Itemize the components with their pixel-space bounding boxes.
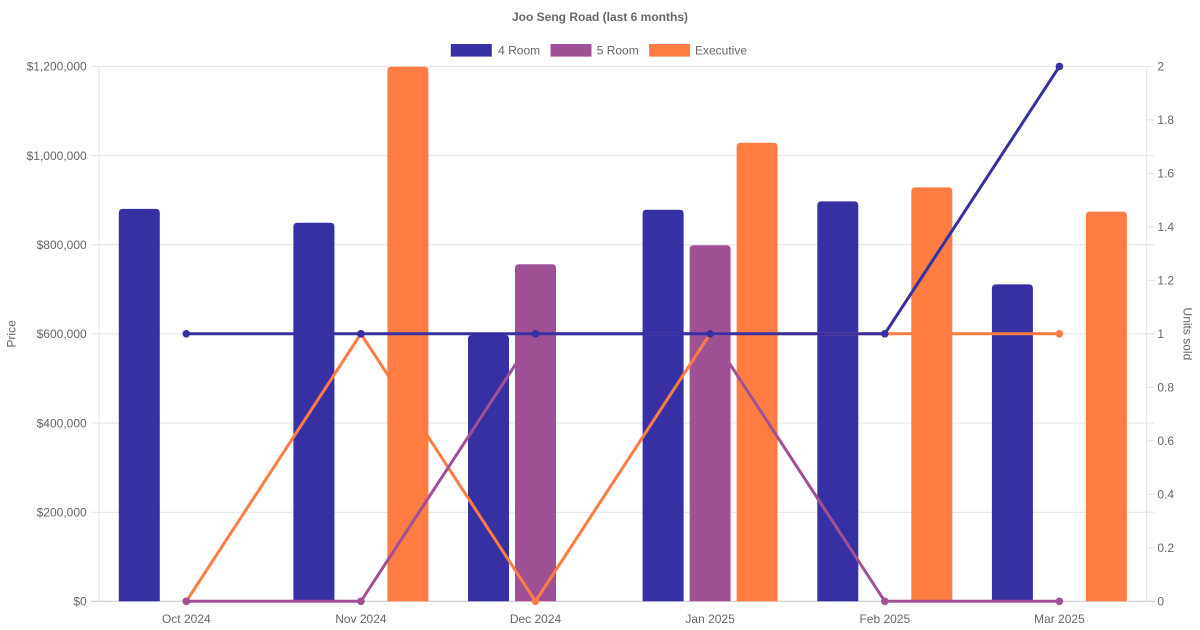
svg-text:Feb 2025: Feb 2025	[859, 612, 910, 626]
svg-text:1.2: 1.2	[1157, 274, 1174, 288]
svg-text:Jan 2025: Jan 2025	[685, 612, 735, 626]
svg-text:1.8: 1.8	[1157, 113, 1174, 127]
svg-text:0.2: 0.2	[1157, 541, 1174, 555]
svg-text:2: 2	[1157, 60, 1164, 74]
svg-text:Oct 2024: Oct 2024	[162, 612, 211, 626]
svg-text:0.6: 0.6	[1157, 434, 1174, 448]
svg-text:1.6: 1.6	[1157, 167, 1174, 181]
svg-text:Executive: Executive	[695, 44, 747, 58]
svg-text:0.4: 0.4	[1157, 488, 1174, 502]
svg-text:Joo Seng Road (last 6 months): Joo Seng Road (last 6 months)	[512, 10, 688, 24]
svg-text:1: 1	[1157, 327, 1164, 341]
svg-text:Dec 2024: Dec 2024	[510, 612, 562, 626]
svg-text:Mar 2025: Mar 2025	[1034, 612, 1085, 626]
svg-text:4 Room: 4 Room	[498, 44, 540, 58]
svg-text:1.4: 1.4	[1157, 220, 1174, 234]
svg-text:$200,000: $200,000	[37, 506, 87, 520]
svg-text:0.8: 0.8	[1157, 381, 1174, 395]
svg-text:0: 0	[1157, 595, 1164, 609]
svg-text:$0: $0	[73, 595, 87, 609]
svg-text:$1,200,000: $1,200,000	[27, 60, 87, 74]
svg-text:Units sold: Units sold	[1181, 308, 1195, 361]
svg-text:$600,000: $600,000	[37, 327, 87, 341]
svg-text:Price: Price	[5, 320, 19, 348]
svg-text:5 Room: 5 Room	[597, 44, 639, 58]
svg-text:$800,000: $800,000	[37, 238, 87, 252]
svg-text:$400,000: $400,000	[37, 416, 87, 430]
svg-text:$1,000,000: $1,000,000	[27, 149, 87, 163]
svg-text:Nov 2024: Nov 2024	[335, 612, 387, 626]
